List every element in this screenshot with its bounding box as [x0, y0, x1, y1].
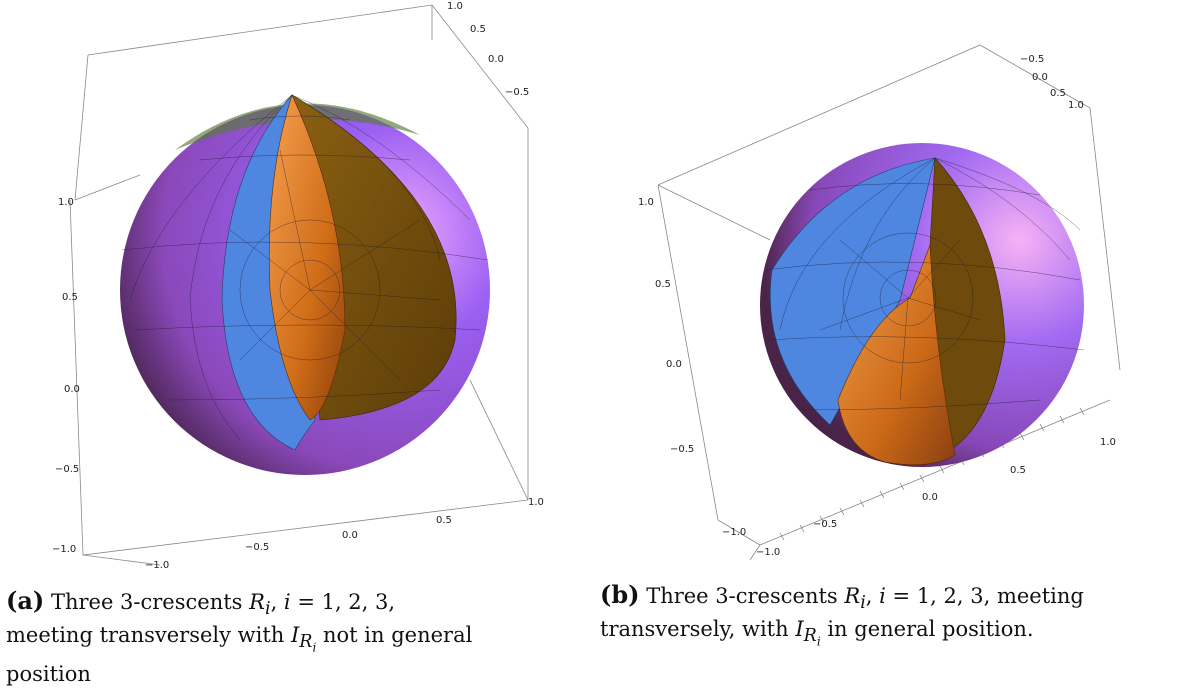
tick-label: 0.5 [1010, 465, 1026, 476]
tick-label: −0.5 [245, 542, 269, 553]
caption-text: Three 3-crescents [50, 590, 243, 614]
bounding-box [69, 4, 529, 566]
caption-a-line-2: meeting transversely with IRi not in gen… [6, 622, 592, 661]
tick-label: 0.0 [488, 54, 504, 65]
axis-top-ticks: −0.5 0.0 0.5 1.0 [1020, 54, 1084, 111]
math-subsubscript: i [816, 634, 821, 649]
caption-text: , [865, 584, 880, 608]
tick-label: 0.0 [342, 530, 358, 541]
caption-text: = 1, 2, 3, [290, 590, 396, 614]
math-subsubscript: i [312, 640, 317, 655]
sphere-plot-b: 1.0 0.5 0.0 −0.5 −1.0 −1.0 −0.5 0.0 0.5 … [638, 44, 1121, 561]
tick-label: −1.0 [722, 527, 746, 538]
axis-top-ticks: 1.0 0.5 0.0 −0.5 [447, 1, 529, 98]
tick-label: 0.0 [922, 492, 938, 503]
sphere-plot-a: 1.0 0.5 0.0 −0.5 −1.0 −1.0 −0.5 0.0 0.5 … [52, 1, 544, 571]
tick-label: −0.5 [813, 519, 837, 530]
mesh-lines [764, 157, 1085, 411]
tick-label: 0.5 [655, 279, 671, 290]
crescent-blue [769, 157, 936, 426]
math-subscript: R [803, 626, 817, 647]
tick-label: −1.0 [52, 544, 76, 555]
math-symbol: i [879, 584, 886, 608]
caption-a-line-1: (a) Three 3-crescents Ri, i = 1, 2, 3, [6, 588, 592, 622]
tick-label: 0.5 [62, 292, 78, 303]
math-subscript: i [860, 593, 866, 614]
tick-label: −1.0 [145, 560, 169, 571]
tick-label: 0.0 [64, 384, 80, 395]
figure-panel-a: 1.0 0.5 0.0 −0.5 −1.0 −1.0 −0.5 0.0 0.5 … [0, 0, 600, 580]
axis-left-ticks: 1.0 0.5 0.0 −0.5 −1.0 [52, 197, 80, 555]
caption-text: in general position. [820, 617, 1034, 642]
tick-label: 1.0 [58, 197, 74, 208]
math-symbol: i [283, 590, 291, 614]
tick-label: 1.0 [1100, 437, 1116, 448]
caption-label: (b) [600, 580, 640, 609]
tick-label: 0.0 [666, 359, 682, 370]
caption-text: meeting transversely with [6, 623, 285, 648]
tick-label: 1.0 [447, 1, 463, 12]
axis-left-ticks: 1.0 0.5 0.0 −0.5 −1.0 [638, 197, 746, 538]
caption-text: = 1, 2, 3, meeting [885, 584, 1084, 608]
caption-text: Three 3-crescents [646, 584, 838, 608]
math-symbol: I [291, 623, 300, 648]
tick-label: 0.5 [470, 24, 486, 35]
caption-b: (b) Three 3-crescents Ri, i = 1, 2, 3, m… [600, 582, 1198, 655]
tick-label: −0.5 [670, 444, 694, 455]
tick-label: −0.5 [55, 464, 79, 475]
axis-bottom-ticks: −1.0 −0.5 0.0 0.5 1.0 [756, 437, 1116, 558]
math-symbol: R [844, 584, 861, 608]
tick-label: 0.0 [1032, 72, 1048, 83]
math-subscript: i [264, 599, 271, 620]
caption-b-line-1: (b) Three 3-crescents Ri, i = 1, 2, 3, m… [600, 582, 1198, 616]
caption-text: transversely, with [600, 617, 789, 642]
tick-label: 1.0 [638, 197, 654, 208]
math-subscript: R [299, 632, 313, 653]
mesh-lines [121, 94, 489, 441]
crescent-orange [268, 94, 346, 421]
math-symbol: I [795, 617, 804, 642]
tick-label: 0.5 [436, 515, 452, 526]
tick-label: 1.0 [1068, 100, 1084, 111]
figure-panel-b: 1.0 0.5 0.0 −0.5 −1.0 −1.0 −0.5 0.0 0.5 … [600, 0, 1200, 580]
sphere-top-cap [175, 103, 420, 150]
tick-label: −0.5 [1020, 54, 1044, 65]
tick-label: −0.5 [505, 87, 529, 98]
caption-a: (a) Three 3-crescents Ri, i = 1, 2, 3, m… [6, 588, 592, 687]
caption-text: , [270, 590, 284, 614]
caption-b-line-2: transversely, with IRi in general positi… [600, 616, 1198, 655]
math-symbol: R [249, 590, 265, 614]
tick-label: −1.0 [756, 547, 780, 558]
crescent-orange [837, 244, 956, 466]
caption-label: (a) [6, 586, 45, 615]
caption-a-line-3: position [6, 661, 91, 686]
tick-label: 0.5 [1050, 88, 1066, 99]
caption-text: not in general [316, 623, 473, 648]
tick-label: 1.0 [528, 497, 544, 508]
axis-bottom-ticks: −1.0 −0.5 0.0 0.5 1.0 [145, 497, 544, 571]
